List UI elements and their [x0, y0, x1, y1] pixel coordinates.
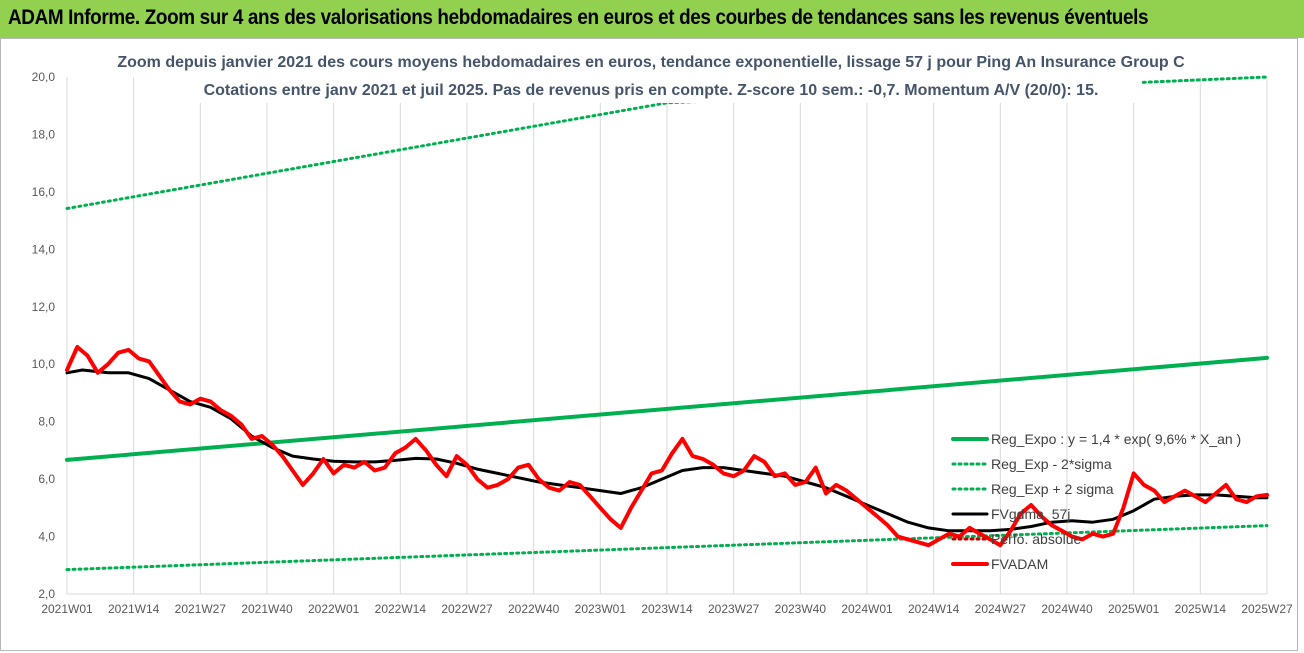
chart-frame: 2,0 4,0 6,0 8,0 10,0 12,0 14,0 16,0 18,0 20,0 202…: [0, 38, 1298, 651]
x-tick-label: 2023W01: [575, 602, 627, 616]
x-tick-label: 2025W27: [1241, 602, 1293, 616]
y-tick-label: 10,0: [32, 357, 56, 371]
x-tick-label: 2021W14: [108, 602, 160, 616]
y-tick-label: 18,0: [32, 127, 56, 141]
y-tick-label: 8,0: [38, 415, 55, 429]
chart-title: Zoom depuis janvier 2021 des cours moyen…: [117, 45, 1185, 103]
title-background: [161, 45, 1141, 103]
x-tick-label: 2023W27: [708, 602, 760, 616]
y-tick-label: 16,0: [32, 185, 56, 199]
y-axis: 2,0 4,0 6,0 8,0 10,0 12,0 14,0 16,0 18,0 20,0: [32, 70, 56, 601]
x-tick-label: 2024W01: [841, 602, 893, 616]
x-tick-label: 2023W14: [641, 602, 693, 616]
legend-label: FVADAM: [991, 556, 1048, 572]
x-tick-label: 2022W40: [508, 602, 560, 616]
y-tick-label: 12,0: [32, 300, 56, 314]
x-tick-label: 2022W01: [308, 602, 360, 616]
banner-title: ADAM Informe. Zoom sur 4 ans des valoris…: [8, 6, 1149, 29]
x-axis: 2021W01 2021W14 2021W27 2021W40 2022W01 2022W…: [41, 593, 1293, 616]
y-tick-label: 2,0: [38, 587, 55, 601]
legend-label: FVgdma_57j: [991, 506, 1070, 522]
x-tick-label: 2024W14: [908, 602, 960, 616]
legend-label: Reg_Exp - 2*sigma: [991, 456, 1112, 472]
x-tick-label: 2021W40: [241, 602, 293, 616]
y-tick-label: 20,0: [32, 70, 56, 84]
chart-title-line-2: Cotations entre janv 2021 et juil 2025. …: [204, 82, 1099, 99]
y-tick-label: 6,0: [38, 472, 55, 486]
chart-title-line-1: Zoom depuis janvier 2021 des cours moyen…: [117, 54, 1185, 71]
line-chart: 2,0 4,0 6,0 8,0 10,0 12,0 14,0 16,0 18,0 20,0 202…: [32, 45, 1293, 616]
x-tick-label: 2022W14: [375, 602, 427, 616]
y-tick-label: 14,0: [32, 242, 56, 256]
x-tick-label: 2024W27: [975, 602, 1027, 616]
series-line-5: [65, 345, 1269, 548]
legend: Reg_Expo : y = 1,4 * exp( 9,6% * X_an ) R…: [951, 431, 1241, 572]
legend-label: Reg_Exp + 2 sigma: [991, 481, 1114, 497]
x-tick-label: 2022W27: [441, 602, 493, 616]
title-banner: ADAM Informe. Zoom sur 4 ans des valoris…: [0, 0, 1304, 38]
x-tick-label: 2021W27: [175, 602, 227, 616]
x-tick-label: 2025W01: [1108, 602, 1160, 616]
x-tick-label: 2025W14: [1175, 602, 1227, 616]
y-tick-label: 4,0: [38, 530, 55, 544]
x-tick-label: 2023W40: [775, 602, 827, 616]
x-tick-label: 2024W40: [1041, 602, 1093, 616]
x-tick-label: 2021W01: [41, 602, 93, 616]
series-line-3: [65, 368, 1269, 533]
legend-label: Perfo. absolue: [991, 531, 1081, 547]
gridlines: [66, 77, 1268, 594]
legend-label: Reg_Expo : y = 1,4 * exp( 9,6% * X_an ): [991, 431, 1241, 447]
